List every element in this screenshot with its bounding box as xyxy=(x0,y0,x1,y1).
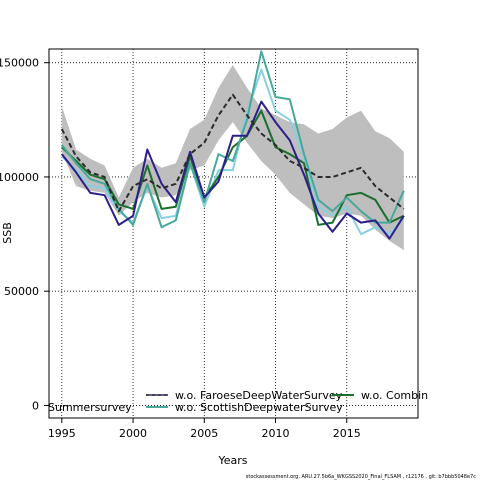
plot-frame xyxy=(48,48,419,419)
series-lines xyxy=(60,50,405,240)
legend-label-faroese: w.o. FaroeseDeepWaterSurvey xyxy=(175,389,343,402)
legend-label-combin: w.o. Combin xyxy=(361,389,428,402)
confidence-band xyxy=(61,65,404,251)
x-axis: 1995 2000 2005 2010 2015 xyxy=(48,418,361,440)
series-line-0 xyxy=(60,93,405,213)
footer-note: stockassessment.org, ARU.27.5b6a_WKGSS20… xyxy=(246,474,476,480)
x-tick-label: 1995 xyxy=(48,427,76,440)
series-line-2 xyxy=(61,50,405,229)
legend: w.o. FaroeseDeepWaterSurvey w.o. Combin … xyxy=(48,389,428,414)
series-line-3 xyxy=(61,109,405,226)
y-tick-label: 0 xyxy=(32,399,39,412)
x-tick-label: 2000 xyxy=(119,427,147,440)
x-axis-title: Years xyxy=(217,454,247,467)
x-tick-label: 2015 xyxy=(333,427,361,440)
y-axis: 0 50000 100000 150000 xyxy=(0,57,49,412)
y-axis-title: SSB xyxy=(1,222,14,244)
legend-label-scottish: w.o. ScottishDeepwaterSurvey xyxy=(175,401,343,414)
y-tick-label: 150000 xyxy=(0,57,39,70)
x-tick-label: 2005 xyxy=(190,427,218,440)
x-tick-label: 2010 xyxy=(262,427,290,440)
y-tick-label: 100000 xyxy=(0,171,39,184)
series-line-1 xyxy=(61,100,405,240)
legend-label-summer: Summersurvey xyxy=(48,401,132,414)
y-tick-label: 50000 xyxy=(4,285,39,298)
